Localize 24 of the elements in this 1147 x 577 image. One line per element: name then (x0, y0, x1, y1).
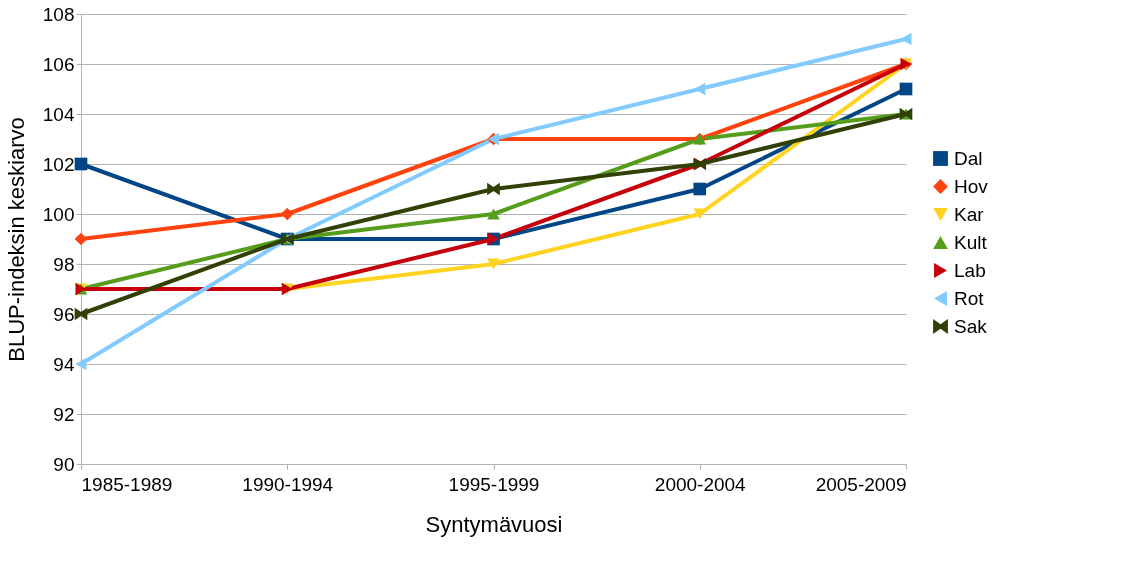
x-axis-title: Syntymävuosi (425, 511, 563, 537)
legend-label: Lab (954, 259, 986, 281)
legend-label: Kult (954, 231, 988, 253)
x-tick-label: 1990-1994 (242, 473, 334, 495)
y-tick-label: 94 (53, 353, 75, 375)
legend-label: Hov (954, 175, 989, 197)
legend-label: Sak (954, 315, 988, 337)
x-tick-label: 2000-2004 (654, 473, 747, 495)
y-tick-label: 106 (42, 53, 75, 75)
y-tick-label: 104 (42, 103, 75, 125)
y-tick-label: 102 (42, 153, 75, 175)
legend-label: Dal (954, 147, 983, 169)
y-tick-label: 100 (42, 203, 75, 225)
y-tick-label: 92 (53, 403, 75, 425)
x-tick-label: 1995-1999 (448, 473, 540, 495)
legend-label: Kar (954, 203, 985, 225)
y-tick-label: 96 (53, 303, 75, 325)
legend-label: Rot (954, 287, 985, 309)
x-tick-label: 1985-1989 (81, 473, 173, 495)
x-tick-label: 2005-2009 (815, 473, 907, 495)
y-tick-label: 90 (53, 453, 75, 475)
y-axis-title: BLUP-indeksin keskiarvo (3, 117, 29, 362)
y-tick-label: 98 (53, 253, 75, 275)
y-tick-label: 108 (42, 3, 75, 25)
